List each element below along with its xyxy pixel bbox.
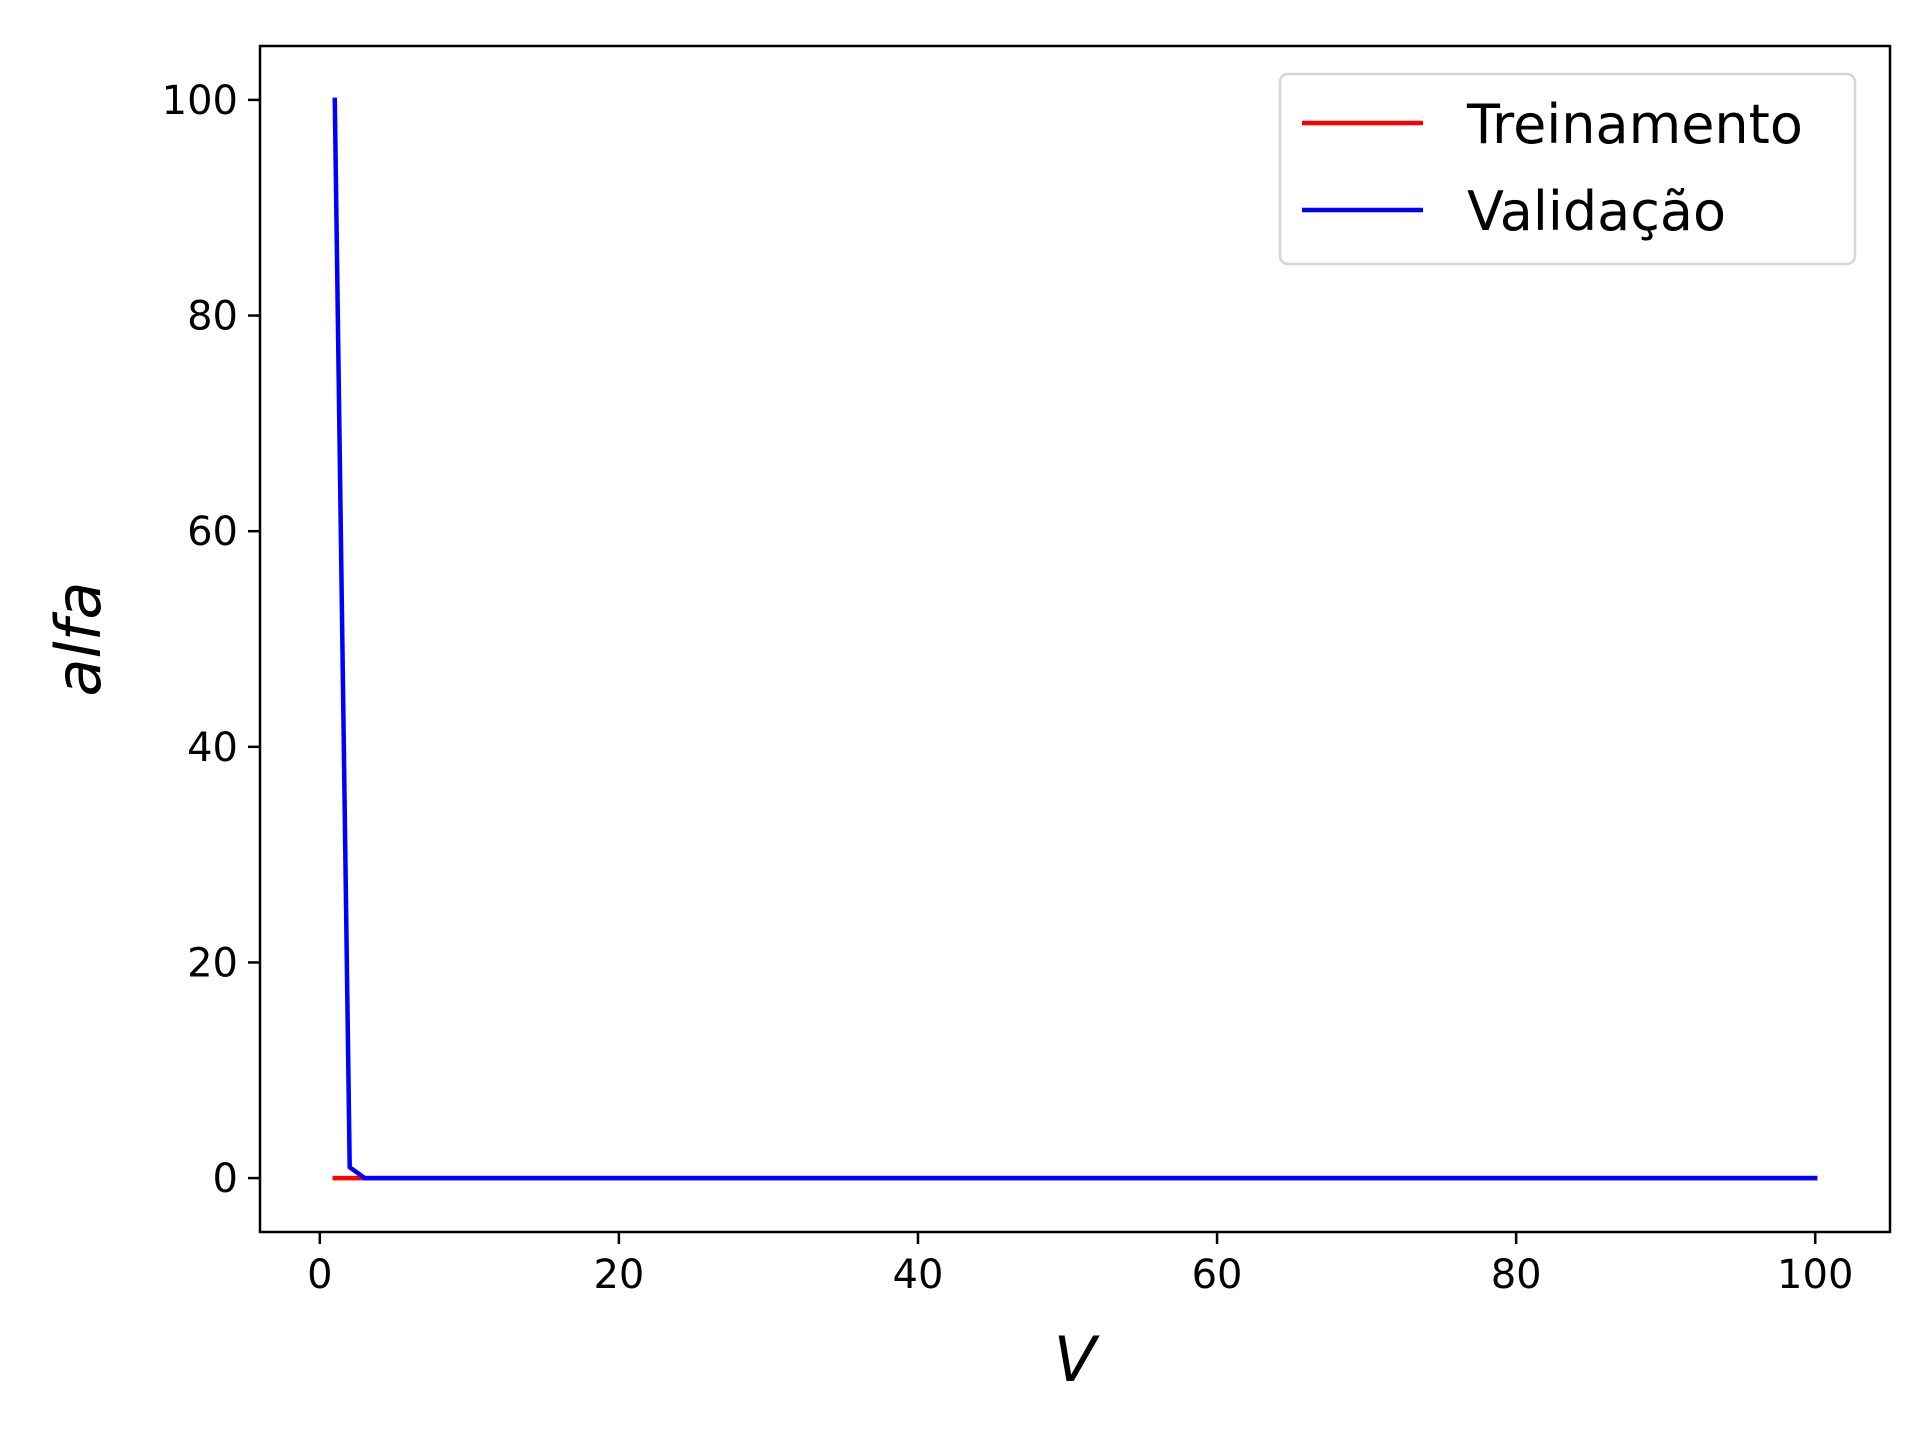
x-tick-label: 80 xyxy=(1491,1252,1542,1298)
x-tick-label: 0 xyxy=(307,1252,332,1298)
y-tick-label: 20 xyxy=(187,940,238,986)
y-tick-label: 0 xyxy=(213,1156,238,1202)
y-axis: 0 20 40 60 80 100 xyxy=(162,78,260,1202)
y-tick-label: 80 xyxy=(187,294,238,340)
series-layer xyxy=(332,97,1818,1181)
y-tick-label: 40 xyxy=(187,725,238,771)
x-axis-label: V xyxy=(1054,1323,1101,1396)
legend-label: Treinamento xyxy=(1466,93,1803,156)
x-axis: 0 20 40 60 80 100 xyxy=(307,1232,1853,1298)
legend: Treinamento Validação xyxy=(1278,72,1857,266)
plot-frame xyxy=(258,44,1892,1234)
y-axis-label: alfa xyxy=(42,581,115,696)
x-tick-label: 40 xyxy=(893,1252,944,1298)
y-tick-label: 100 xyxy=(162,78,238,124)
series-line-2 xyxy=(332,97,1818,1181)
x-tick-label: 60 xyxy=(1192,1252,1243,1298)
legend-box xyxy=(1278,72,1857,266)
legend-label: Validação xyxy=(1467,180,1726,243)
y-tick-label: 60 xyxy=(187,509,238,555)
x-tick-label: 20 xyxy=(593,1252,644,1298)
x-tick-label: 100 xyxy=(1777,1252,1853,1298)
